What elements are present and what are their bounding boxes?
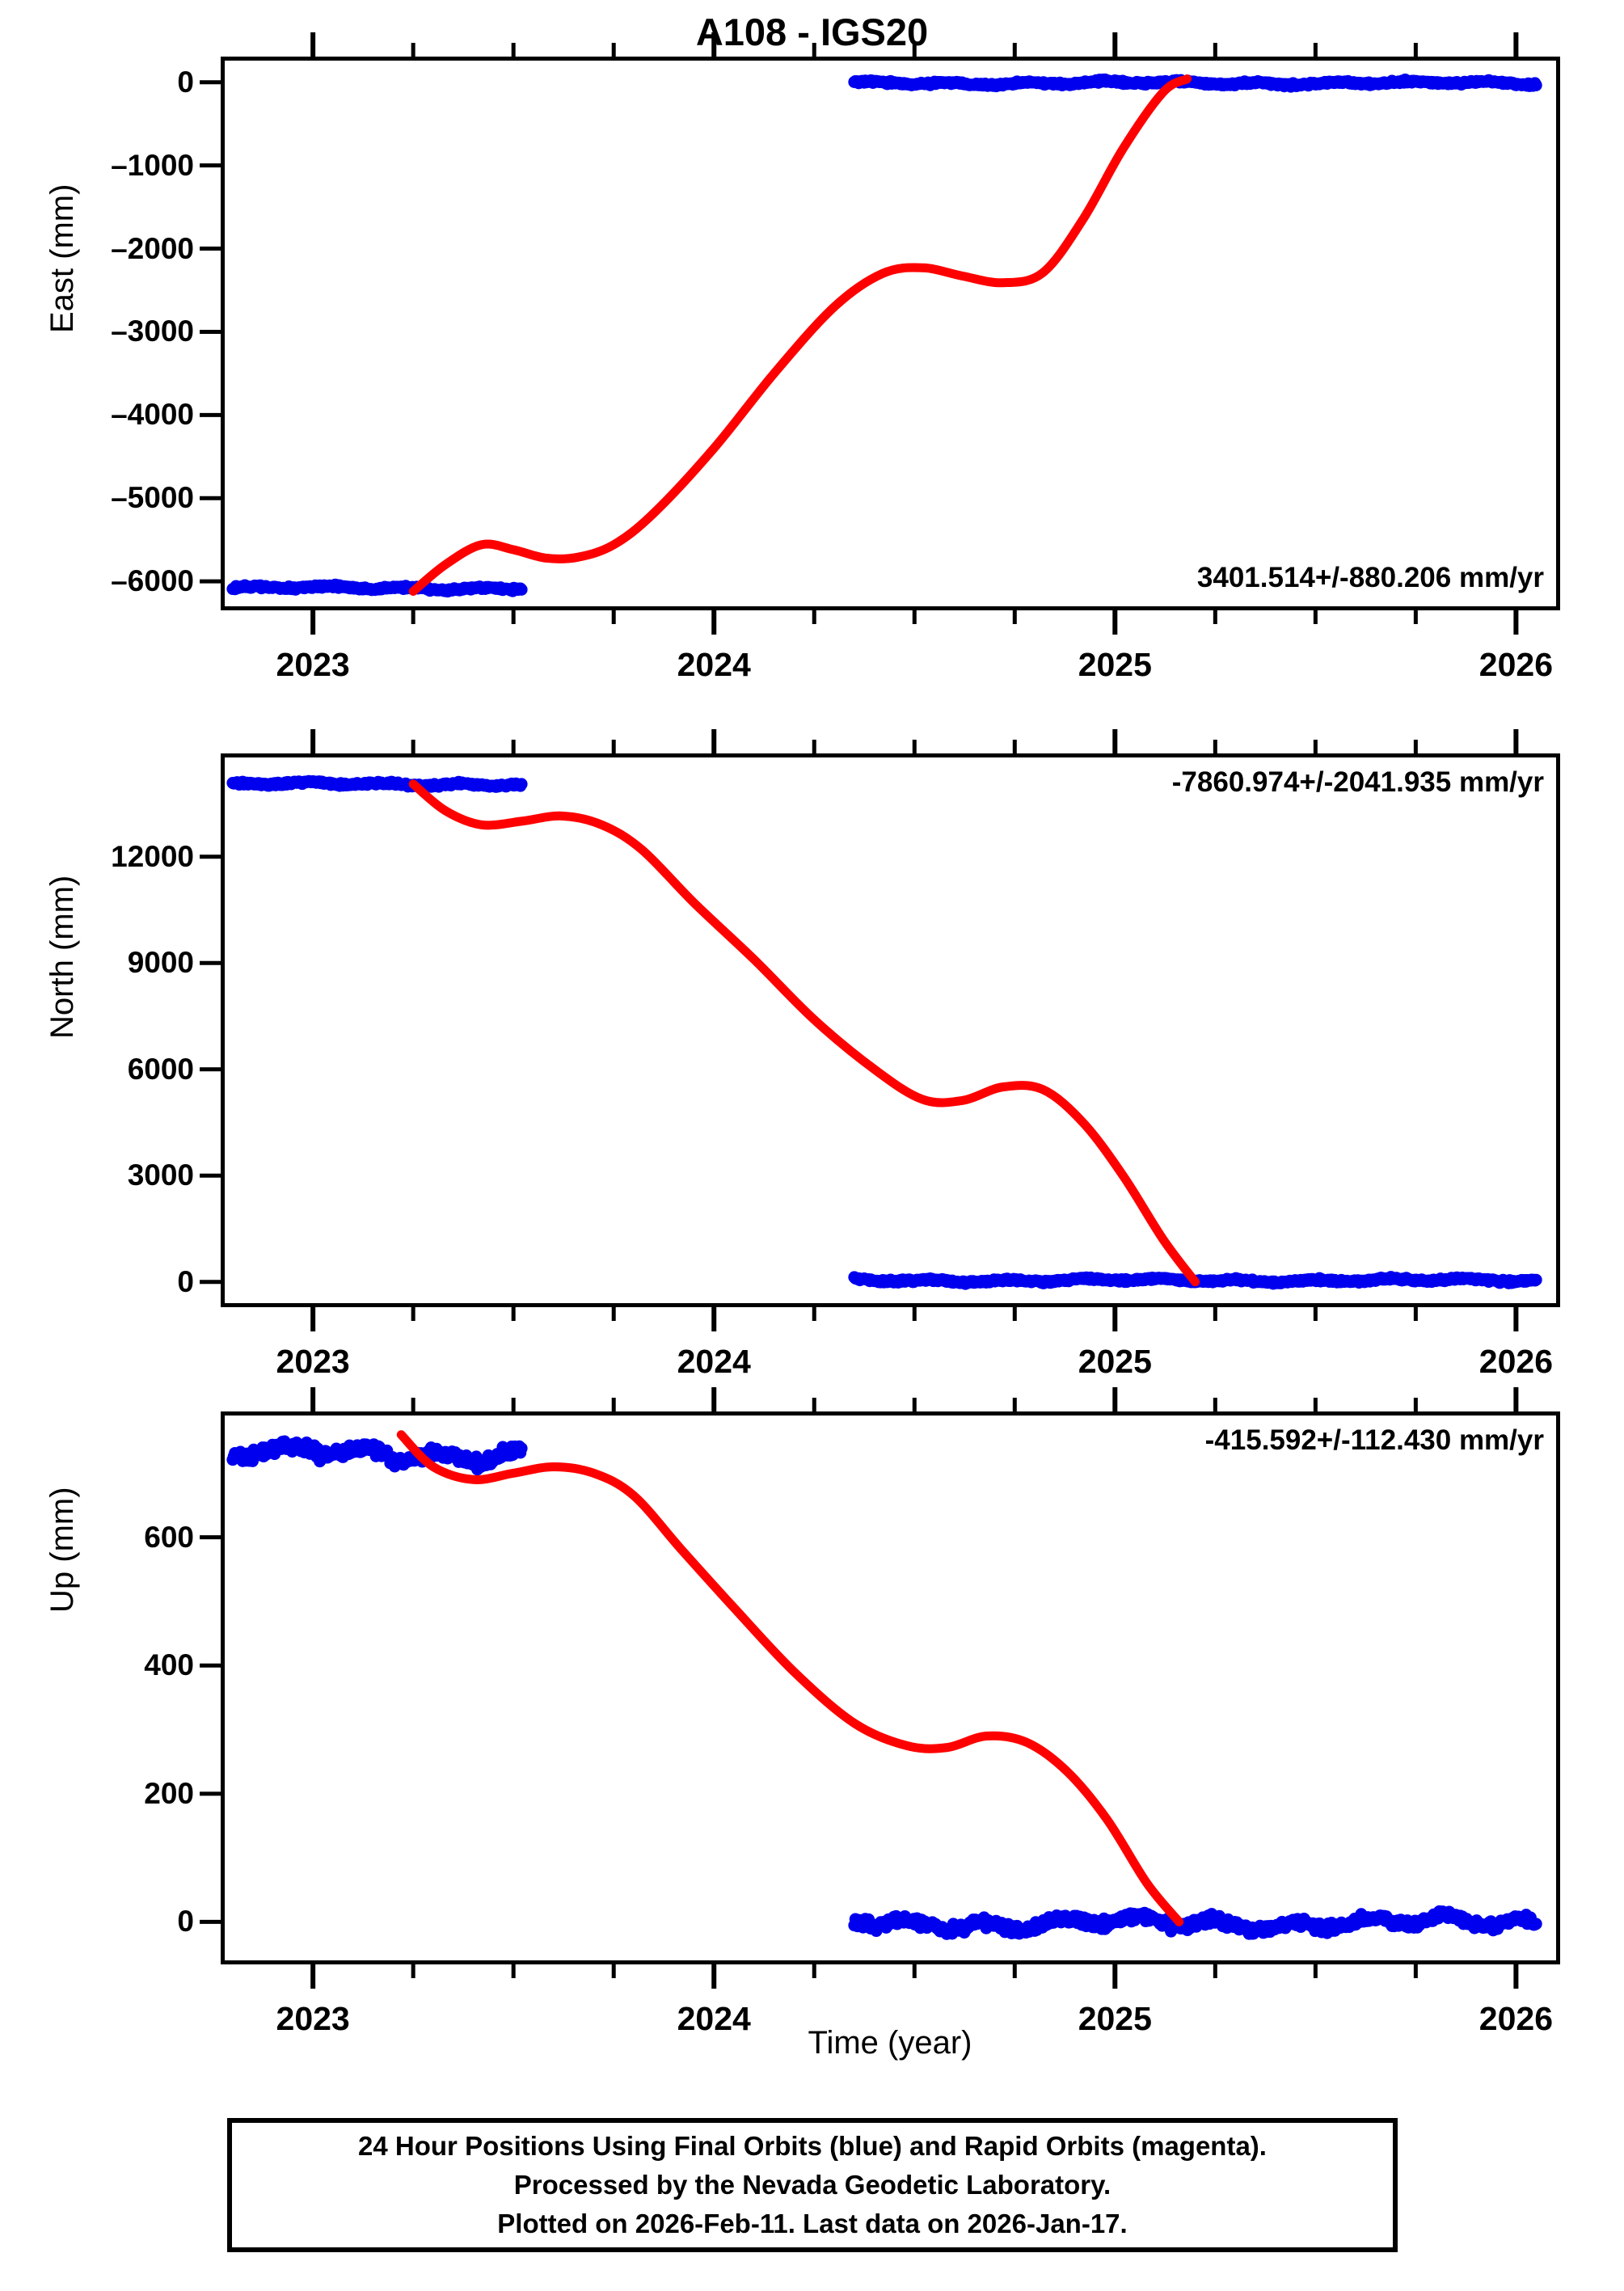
caption-line-2: Processed by the Nevada Geodetic Laborat…	[513, 2170, 1111, 2200]
rate-annotation-north: -7860.974+/-2041.935 mm/yr	[1171, 766, 1544, 798]
axis-label-time: Time (year)	[808, 2025, 972, 2061]
ytick-label: –2000	[111, 231, 194, 265]
xtick-label: 2023	[276, 2000, 350, 2037]
model-trajectory-up	[396, 1430, 1184, 1926]
xtick-label: 2026	[1478, 2000, 1553, 2037]
ytick-label: –5000	[111, 481, 194, 515]
ytick-label: 12000	[111, 839, 194, 873]
plot-area-up	[226, 1430, 1542, 1940]
xtick-label: 2024	[677, 1343, 751, 1380]
xtick-label: 2025	[1078, 1343, 1152, 1380]
panel-east	[221, 57, 1560, 610]
plot-area-north	[226, 774, 1542, 1290]
ytick-label: 0	[177, 1264, 194, 1298]
ytick-label: 6000	[127, 1052, 194, 1086]
ytick-label: 9000	[127, 946, 194, 980]
ytick-label: –3000	[111, 314, 194, 348]
plot-area-east	[226, 73, 1542, 598]
xtick-label: 2026	[1478, 1343, 1553, 1380]
ytick-label: 400	[144, 1648, 194, 1682]
panel-up	[221, 1411, 1560, 1964]
xtick-label: 2023	[276, 1343, 350, 1380]
model-trajectory-north	[408, 779, 1200, 1287]
caption-line-3: Plotted on 2026-Feb-11. Last data on 202…	[497, 2208, 1128, 2238]
ytick-label: –1000	[111, 148, 194, 182]
ytick-label: –4000	[111, 398, 194, 432]
model-trajectory-east	[408, 74, 1192, 596]
ytick-label: 3000	[127, 1158, 194, 1192]
xtick-label: 2024	[677, 2000, 751, 2037]
page-title: A108 - IGS20	[695, 11, 929, 53]
xtick-label: 2025	[1078, 646, 1152, 683]
panel-north	[221, 753, 1560, 1307]
ytick-label: 0	[177, 65, 194, 99]
ytick-label: –6000	[111, 564, 194, 598]
figure-caption-box: 24 Hour Positions Using Final Orbits (bl…	[227, 2118, 1398, 2252]
xtick-label: 2026	[1478, 646, 1553, 683]
data-points-up	[226, 1435, 1542, 1940]
xtick-label: 2025	[1078, 2000, 1152, 2037]
rate-annotation-east: 3401.514+/-880.206 mm/yr	[1196, 562, 1544, 593]
ytick-label: 0	[177, 1905, 194, 1939]
ytick-label: 600	[144, 1520, 194, 1554]
xtick-label: 2023	[276, 646, 350, 683]
xtick-label: 2024	[677, 646, 751, 683]
caption-line-1: 24 Hour Positions Using Final Orbits (bl…	[358, 2131, 1267, 2162]
rate-annotation-up: -415.592+/-112.430 mm/yr	[1204, 1424, 1544, 1456]
ytick-label: 200	[144, 1776, 194, 1810]
axis-label-up: Up (mm)	[44, 1487, 80, 1613]
